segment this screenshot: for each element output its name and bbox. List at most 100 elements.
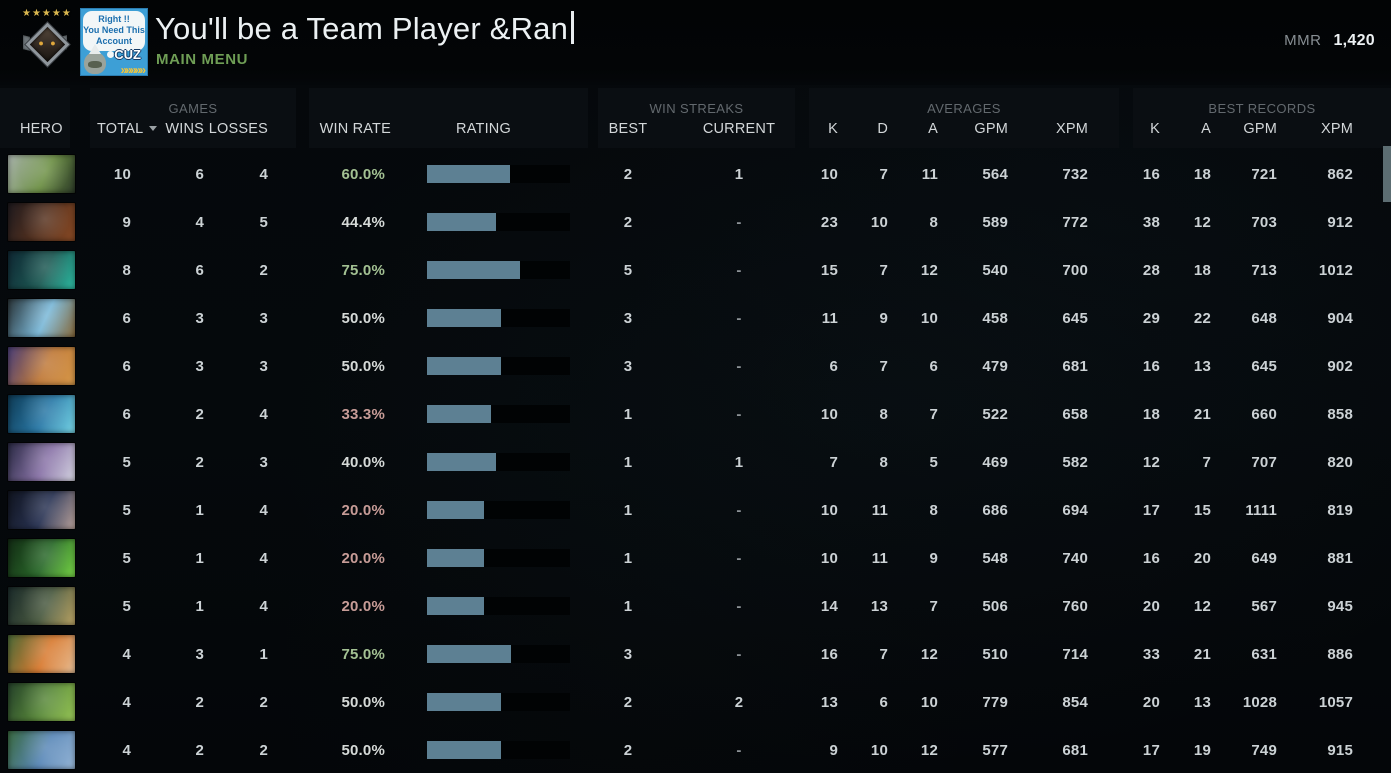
- rank-medal-icon: ★★★★★ ● ●: [22, 6, 71, 76]
- column-header-best-gpm[interactable]: GPM: [1243, 121, 1277, 137]
- table-row[interactable]: 6 3 3 50.0% 3 - 11 9 10 458 645 29 22 64…: [0, 294, 1391, 342]
- best-gpm-cell: 1111: [1245, 501, 1277, 519]
- streak-best-cell: 2: [623, 213, 633, 231]
- hero-portrait[interactable]: [8, 203, 75, 241]
- rating-bar-fill: [427, 549, 485, 567]
- avg-kills-cell: 10: [820, 501, 838, 519]
- column-header-losses[interactable]: LOSSES: [208, 121, 268, 137]
- total-cell: 10: [113, 165, 131, 183]
- column-header-rating[interactable]: RATING: [456, 121, 511, 137]
- rating-bar: [427, 309, 570, 327]
- avg-gpm-cell: 548: [982, 549, 1008, 567]
- wins-cell: 4: [195, 213, 204, 231]
- table-row[interactable]: 10 6 4 60.0% 2 1 10 7 11 564 732 16 18 7…: [0, 150, 1391, 198]
- table-row[interactable]: 6 2 4 33.3% 1 - 10 8 7 522 658 18 21 660…: [0, 390, 1391, 438]
- hero-portrait[interactable]: [8, 539, 75, 577]
- main-menu-label[interactable]: MAIN MENU: [156, 51, 249, 68]
- hero-portrait[interactable]: [8, 347, 75, 385]
- avg-deaths-cell: 11: [871, 501, 888, 519]
- table-row[interactable]: 6 3 3 50.0% 3 - 6 7 6 479 681 16 13 645 …: [0, 342, 1391, 390]
- column-header-avg-d[interactable]: D: [877, 121, 888, 137]
- best-assists-cell: 19: [1193, 741, 1211, 759]
- table-row[interactable]: 5 1 4 20.0% 1 - 10 11 9 548 740 16 20 64…: [0, 534, 1391, 582]
- hero-portrait[interactable]: [8, 155, 75, 193]
- avg-deaths-cell: 10: [870, 741, 888, 759]
- avg-deaths-cell: 9: [879, 309, 888, 327]
- best-gpm-cell: 1028: [1242, 693, 1277, 711]
- losses-cell: 4: [259, 405, 268, 423]
- win-rate-value: 33.3%: [341, 405, 385, 423]
- best-assists-cell: 13: [1193, 693, 1211, 711]
- hero-portrait[interactable]: [8, 395, 75, 433]
- best-assists-cell: 18: [1193, 261, 1211, 279]
- table-row[interactable]: 4 3 1 75.0% 3 - 16 7 12 510 714 33 21 63…: [0, 630, 1391, 678]
- hero-portrait[interactable]: [8, 443, 75, 481]
- column-header-wins[interactable]: WINS: [165, 121, 204, 137]
- hero-portrait[interactable]: [8, 587, 75, 625]
- best-assists-cell: 12: [1193, 213, 1211, 231]
- best-assists-cell: 21: [1193, 645, 1211, 663]
- table-row[interactable]: 4 2 2 50.0% 2 - 9 10 12 577 681 17 19 74…: [0, 726, 1391, 773]
- table-row[interactable]: 8 6 2 75.0% 5 - 15 7 12 540 700 28 18 71…: [0, 246, 1391, 294]
- table-row[interactable]: 5 1 4 20.0% 1 - 10 11 8 686 694 17 15 11…: [0, 486, 1391, 534]
- best-assists-cell: 15: [1193, 501, 1211, 519]
- hero-portrait[interactable]: [8, 491, 75, 529]
- column-header-best-k[interactable]: K: [1150, 121, 1160, 137]
- total-cell: 6: [122, 309, 131, 327]
- table-row[interactable]: 9 4 5 44.4% 2 - 23 10 8 589 772 38 12 70…: [0, 198, 1391, 246]
- best-assists-cell: 18: [1193, 165, 1211, 183]
- win-rate-value: 20.0%: [341, 501, 385, 519]
- column-header-streak-current[interactable]: CURRENT: [702, 121, 776, 137]
- avg-gpm-cell: 577: [982, 741, 1008, 759]
- column-header-avg-a[interactable]: A: [928, 121, 938, 137]
- avatar-name-text: CUZ: [114, 47, 141, 62]
- column-header-best-a[interactable]: A: [1201, 121, 1211, 137]
- column-header-avg-gpm[interactable]: GPM: [974, 121, 1008, 137]
- hero-portrait[interactable]: [8, 635, 75, 673]
- averages-header-panel: [809, 88, 1119, 148]
- streak-best-cell: 2: [623, 741, 633, 759]
- streak-current-cell: 1: [734, 165, 744, 183]
- table-header: GAMES WIN STREAKS AVERAGES BEST RECORDS …: [0, 88, 1391, 148]
- avg-xpm-cell: 582: [1062, 453, 1088, 471]
- column-header-avg-xpm[interactable]: XPM: [1055, 121, 1088, 137]
- avg-kills-cell: 6: [829, 357, 838, 375]
- rating-bar-fill: [427, 213, 496, 231]
- column-header-streak-best[interactable]: BEST: [608, 121, 648, 137]
- rating-bar-fill: [427, 165, 510, 183]
- hero-portrait[interactable]: [8, 251, 75, 289]
- avatar[interactable]: Right !! You Need This Account CUZ »»»»»: [80, 8, 148, 76]
- hero-portrait[interactable]: [8, 731, 75, 769]
- table-row[interactable]: 5 2 3 40.0% 1 1 7 8 5 469 582 12 7 707 8…: [0, 438, 1391, 486]
- hero-portrait[interactable]: [8, 299, 75, 337]
- losses-cell: 3: [259, 309, 268, 327]
- column-header-best-xpm[interactable]: XPM: [1320, 121, 1353, 137]
- table-row[interactable]: 4 2 2 50.0% 2 2 13 6 10 779 854 20 13 10…: [0, 678, 1391, 726]
- losses-cell: 2: [259, 693, 268, 711]
- total-cell: 5: [122, 549, 131, 567]
- rating-bar-fill: [427, 693, 502, 711]
- avg-xpm-cell: 772: [1062, 213, 1088, 231]
- games-header-panel: [90, 88, 296, 148]
- column-header-hero[interactable]: HERO: [20, 121, 63, 137]
- avg-assists-cell: 10: [920, 693, 938, 711]
- rating-bar-fill: [427, 309, 502, 327]
- best-gpm-cell: 660: [1251, 405, 1277, 423]
- rating-bar-fill: [427, 741, 502, 759]
- best-assists-cell: 12: [1193, 597, 1211, 615]
- streak-current-cell: 2: [734, 693, 744, 711]
- column-header-win-rate[interactable]: WIN RATE: [319, 121, 391, 137]
- column-header-total[interactable]: TOTAL: [80, 121, 158, 137]
- win-rate-value: 20.0%: [341, 549, 385, 567]
- avg-deaths-cell: 7: [879, 261, 888, 279]
- table-row[interactable]: 5 1 4 20.0% 1 - 14 13 7 506 760 20 12 56…: [0, 582, 1391, 630]
- text-cursor: [571, 11, 575, 44]
- best-kills-cell: 20: [1142, 693, 1160, 711]
- column-header-avg-k[interactable]: K: [828, 121, 838, 137]
- rating-bar: [427, 213, 570, 231]
- rating-bar: [427, 261, 570, 279]
- scrollbar-thumb[interactable]: [1383, 146, 1391, 202]
- avg-kills-cell: 15: [820, 261, 838, 279]
- hero-portrait[interactable]: [8, 683, 75, 721]
- avg-deaths-cell: 7: [879, 645, 888, 663]
